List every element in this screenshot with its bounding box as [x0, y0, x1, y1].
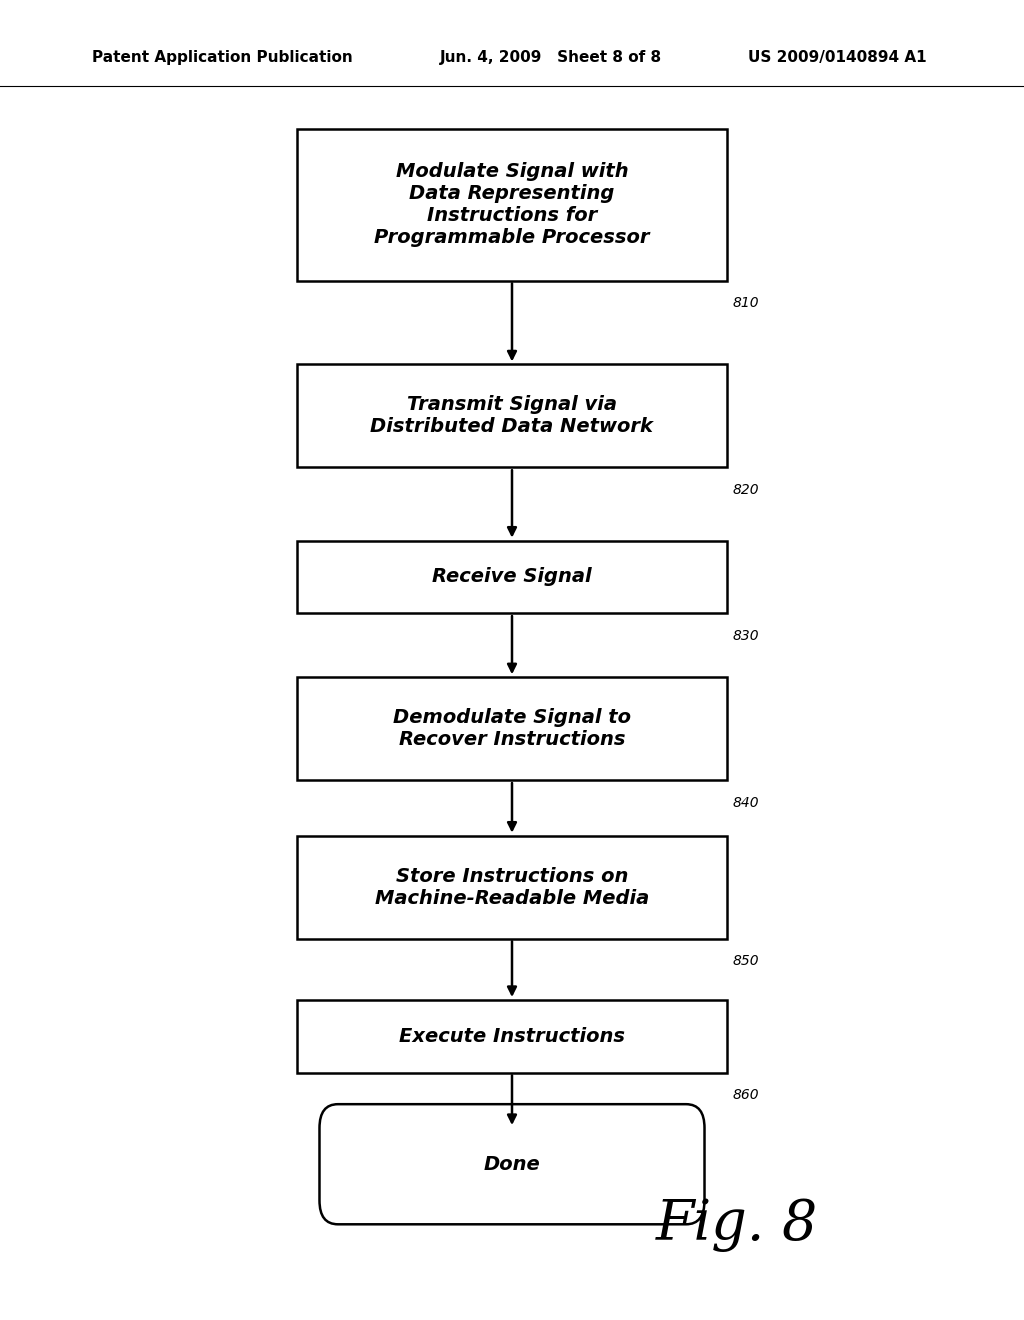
Text: Demodulate Signal to
Recover Instructions: Demodulate Signal to Recover Instruction… — [393, 708, 631, 750]
Text: 860: 860 — [732, 1088, 759, 1102]
FancyBboxPatch shape — [297, 677, 727, 780]
FancyBboxPatch shape — [297, 129, 727, 281]
Text: Patent Application Publication: Patent Application Publication — [92, 50, 353, 65]
Text: 850: 850 — [732, 954, 759, 969]
Text: 820: 820 — [732, 483, 759, 498]
FancyBboxPatch shape — [297, 1001, 727, 1072]
Text: 810: 810 — [732, 297, 759, 310]
FancyBboxPatch shape — [297, 364, 727, 467]
Text: Modulate Signal with
Data Representing
Instructions for
Programmable Processor: Modulate Signal with Data Representing I… — [374, 162, 650, 247]
Text: Done: Done — [483, 1155, 541, 1173]
FancyBboxPatch shape — [297, 836, 727, 939]
Text: Fig. 8: Fig. 8 — [656, 1197, 818, 1253]
FancyBboxPatch shape — [297, 541, 727, 612]
Text: Receive Signal: Receive Signal — [432, 568, 592, 586]
Text: US 2009/0140894 A1: US 2009/0140894 A1 — [748, 50, 926, 65]
Text: Execute Instructions: Execute Instructions — [399, 1027, 625, 1045]
Text: Store Instructions on
Machine-Readable Media: Store Instructions on Machine-Readable M… — [375, 866, 649, 908]
Text: 840: 840 — [732, 796, 759, 810]
FancyBboxPatch shape — [319, 1104, 705, 1225]
Text: 830: 830 — [732, 630, 759, 643]
Text: Transmit Signal via
Distributed Data Network: Transmit Signal via Distributed Data Net… — [371, 395, 653, 437]
Text: Jun. 4, 2009   Sheet 8 of 8: Jun. 4, 2009 Sheet 8 of 8 — [440, 50, 663, 65]
